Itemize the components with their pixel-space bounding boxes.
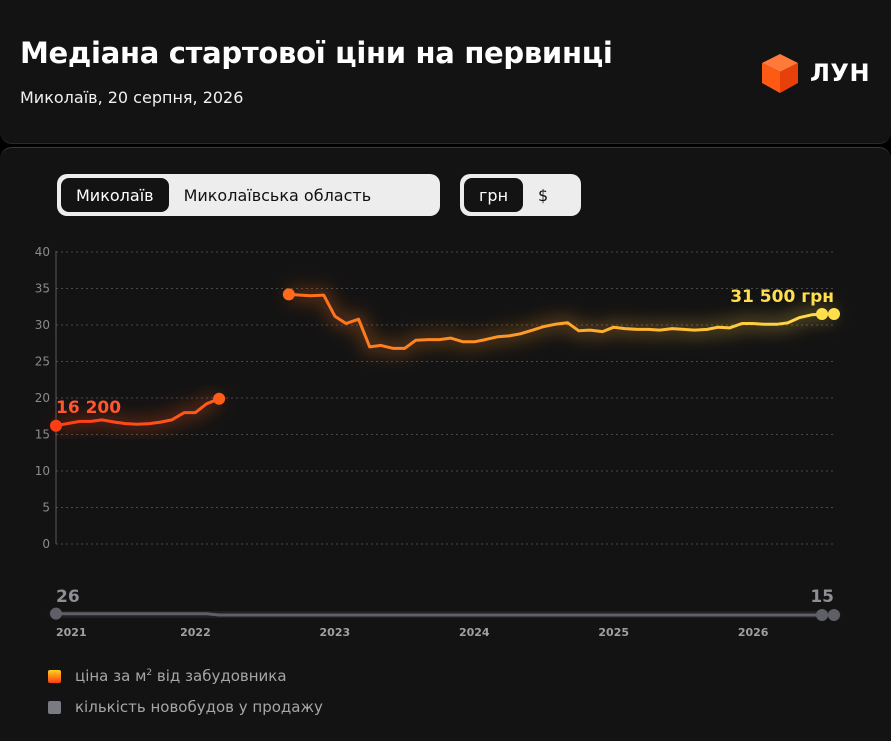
tab-city[interactable]: Миколаїв [61, 178, 169, 212]
tab-oblast[interactable]: Миколаївська область [183, 185, 372, 205]
legend-swatch-count [48, 700, 61, 714]
price-series [50, 288, 840, 432]
chart-card: Миколаїв Миколаївська область грн $ 0 5 10… [0, 147, 891, 741]
x-tick-label: 2023 [320, 626, 351, 639]
page-title: Медіана стартової ціни на первинці [20, 36, 613, 70]
x-tick-label: 2026 [738, 626, 769, 639]
currency-switcher: грн $ [460, 174, 581, 216]
lun-logo: ЛУН [760, 52, 870, 94]
legend-item-count: кількість новобудов у продажу [48, 698, 323, 716]
count-point-marker [816, 609, 828, 621]
last-price-label: 31 500 грн [730, 287, 834, 307]
y-tick-label: 25 [35, 355, 50, 369]
count-last-label: 15 [810, 587, 834, 607]
y-tick-label: 0 [42, 537, 50, 551]
y-tick-label: 10 [35, 464, 50, 478]
count-point-end [828, 609, 840, 621]
cube-logo-icon [762, 54, 798, 93]
tab-uah[interactable]: грн [464, 178, 524, 212]
price-point-start-1 [282, 288, 295, 301]
logo-text: ЛУН [810, 59, 871, 87]
legend-swatch-price [48, 669, 61, 683]
x-axis-ticks: 2021 2022 2023 2024 2025 2026 [56, 626, 769, 639]
grid-lines [56, 251, 834, 545]
x-tick-label: 2025 [598, 626, 629, 639]
price-glow [54, 287, 834, 433]
price-point-end-1 [828, 308, 840, 321]
count-line [56, 612, 834, 617]
header-card: Медіана стартової ціни на первинці Микол… [0, 0, 891, 144]
y-tick-label: 15 [35, 428, 50, 442]
legend-item-price: ціна за м2 від забудовника [48, 667, 287, 685]
y-tick-label: 5 [42, 501, 50, 515]
price-line-segment-1 [287, 292, 836, 350]
x-tick-label: 2022 [180, 626, 211, 639]
legend-label-count: кількість новобудов у продажу [75, 698, 323, 716]
first-price-label: 16 200 [56, 398, 121, 418]
page-subtitle: Миколаїв, 20 серпня, 2026 [20, 88, 244, 107]
count-first-label: 26 [56, 587, 80, 607]
price-point-marker [816, 308, 828, 321]
y-tick-label: 30 [35, 318, 50, 332]
y-tick-label: 20 [35, 391, 50, 405]
y-axis-ticks: 0 5 10 15 20 25 30 35 40 [35, 245, 50, 551]
count-point-start [50, 607, 62, 620]
tab-usd[interactable]: $ [538, 185, 549, 205]
price-point-start-0 [50, 419, 62, 432]
legend-label-price: ціна за м2 від забудовника [75, 667, 287, 685]
y-tick-label: 35 [35, 282, 50, 296]
x-tick-label: 2024 [459, 626, 490, 639]
price-point-end-0 [213, 392, 226, 405]
price-line-segment-0 [54, 397, 221, 428]
x-tick-label: 2021 [56, 626, 87, 639]
region-switcher: Миколаїв Миколаївська область [57, 174, 440, 216]
y-tick-label: 40 [35, 245, 50, 259]
count-series [50, 607, 840, 621]
